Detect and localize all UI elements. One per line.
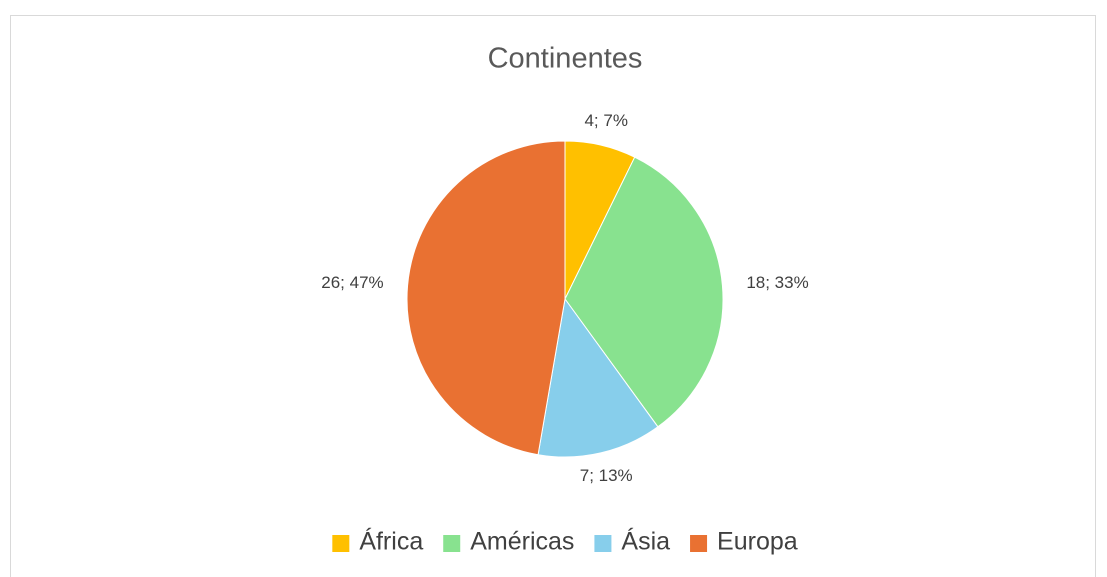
legend-label: Américas [470,528,574,556]
pie-slice [406,140,566,456]
data-label: 26; 47% [321,273,383,292]
chart-title: Continentes [488,43,643,75]
data-label: 18; 33% [746,273,808,292]
legend-swatch [594,535,612,552]
legend-label: Ásia [621,527,670,556]
legend-swatch [443,535,461,552]
legend-swatch [690,535,708,552]
data-label: 7; 13% [580,466,633,485]
legend-swatch [332,535,350,552]
data-label: 4; 7% [584,111,627,130]
pie-slice [537,297,659,458]
legend-label: África [359,527,423,556]
legend-label: Europa [717,528,798,556]
pie-slice [564,156,724,428]
